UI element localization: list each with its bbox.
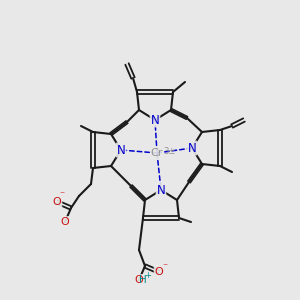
Text: 3±: 3± <box>163 146 175 155</box>
Text: O: O <box>135 275 143 285</box>
Text: N: N <box>117 143 125 157</box>
Text: N: N <box>151 113 159 127</box>
Text: ⁻: ⁻ <box>59 190 64 200</box>
Text: N: N <box>157 184 165 196</box>
Text: Cr: Cr <box>151 148 163 158</box>
Text: +: + <box>145 271 152 280</box>
Text: N: N <box>188 142 196 154</box>
Text: O: O <box>61 217 69 227</box>
Text: O: O <box>154 267 164 277</box>
Text: O: O <box>52 197 62 207</box>
Text: H: H <box>139 275 147 285</box>
Text: ⁻: ⁻ <box>162 262 168 272</box>
